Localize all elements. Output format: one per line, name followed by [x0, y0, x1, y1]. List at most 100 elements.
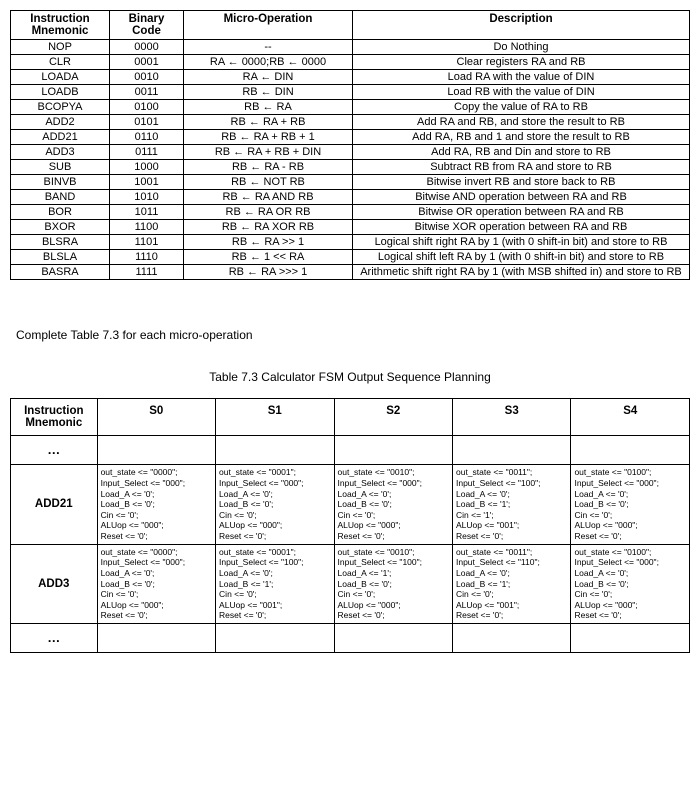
td-state-cell: out_state <= "0100";Input_Select <= "000… — [571, 465, 690, 544]
td-binary: 0111 — [110, 145, 184, 160]
td-state-cell: out_state <= "0001";Input_Select <= "100… — [216, 544, 334, 623]
td-description: Bitwise invert RB and store back to RB — [353, 175, 690, 190]
td-state-cell: out_state <= "0010";Input_Select <= "000… — [334, 465, 452, 544]
empty-cell — [452, 624, 570, 653]
td-microop: RB ← RA — [184, 100, 353, 115]
td-mnemonic: ADD3 — [11, 145, 110, 160]
table-row: BOR1011RB ← RA OR RBBitwise OR operation… — [11, 205, 690, 220]
td-microop: RB ← RA >> 1 — [184, 235, 353, 250]
table2-caption: Table 7.3 Calculator FSM Output Sequence… — [10, 370, 690, 384]
td-microop: RB ← RA AND RB — [184, 190, 353, 205]
ellipsis-cell: … — [11, 624, 98, 653]
table-row: BCOPYA0100RB ← RACopy the value of RA to… — [11, 100, 690, 115]
td-description: Arithmetic shift right RA by 1 (with MSB… — [353, 265, 690, 280]
td-state-cell: out_state <= "0011";Input_Select <= "100… — [452, 465, 570, 544]
empty-cell — [334, 624, 452, 653]
td-mnemonic: BCOPYA — [11, 100, 110, 115]
td-mnemonic: SUB — [11, 160, 110, 175]
empty-cell — [97, 624, 215, 653]
td-mnemonic: BLSLA — [11, 250, 110, 265]
td-binary: 1111 — [110, 265, 184, 280]
td-mnemonic: BOR — [11, 205, 110, 220]
th-binary: Binary Code — [110, 11, 184, 40]
table-row: LOADA0010RA ← DINLoad RA with the value … — [11, 70, 690, 85]
td-description: Add RA, RB and Din and store to RB — [353, 145, 690, 160]
td-description: Copy the value of RA to RB — [353, 100, 690, 115]
table-row: ADD3out_state <= "0000";Input_Select <= … — [11, 544, 690, 623]
td-description: Do Nothing — [353, 40, 690, 55]
td-description: Add RA and RB, and store the result to R… — [353, 115, 690, 130]
instruction-table: Instruction Mnemonic Binary Code Micro-O… — [10, 10, 690, 280]
td-binary: 1000 — [110, 160, 184, 175]
td-microop: RB ← RA >>> 1 — [184, 265, 353, 280]
td-microop: RB ← DIN — [184, 85, 353, 100]
td-mnemonic: BASRA — [11, 265, 110, 280]
td-mnemonic: ADD2 — [11, 115, 110, 130]
td-binary: 0000 — [110, 40, 184, 55]
td-microop: RB ← RA + RB + 1 — [184, 130, 353, 145]
td-state-cell: out_state <= "0100";Input_Select <= "000… — [571, 544, 690, 623]
td-state-cell: out_state <= "0000";Input_Select <= "000… — [97, 544, 215, 623]
empty-cell — [452, 436, 570, 465]
ellipsis-cell: … — [11, 436, 98, 465]
td-binary: 0110 — [110, 130, 184, 145]
table-row: ADD20101RB ← RA + RBAdd RA and RB, and s… — [11, 115, 690, 130]
table-row: BAND1010RB ← RA AND RBBitwise AND operat… — [11, 190, 690, 205]
td-description: Bitwise AND operation between RA and RB — [353, 190, 690, 205]
td-description: Clear registers RA and RB — [353, 55, 690, 70]
td-binary: 1110 — [110, 250, 184, 265]
td-mnemonic: BINVB — [11, 175, 110, 190]
td-description: Bitwise OR operation between RA and RB — [353, 205, 690, 220]
th-s1: S1 — [216, 399, 334, 436]
table-row: ADD30111RB ← RA + RB + DINAdd RA, RB and… — [11, 145, 690, 160]
th-s2: S2 — [334, 399, 452, 436]
table-row: ADD21out_state <= "0000";Input_Select <=… — [11, 465, 690, 544]
th-s4: S4 — [571, 399, 690, 436]
table-header-row: Instruction Mnemonic Binary Code Micro-O… — [11, 11, 690, 40]
td-mnemonic: BAND — [11, 190, 110, 205]
td-description: Subtract RB from RA and store to RB — [353, 160, 690, 175]
td-mnemonic: NOP — [11, 40, 110, 55]
td-description: Load RB with the value of DIN — [353, 85, 690, 100]
td-state-cell: out_state <= "0010";Input_Select <= "100… — [334, 544, 452, 623]
td-mnemonic: ADD21 — [11, 465, 98, 544]
table-row: CLR0001RA ← 0000;RB ← 0000Clear register… — [11, 55, 690, 70]
td-binary: 0011 — [110, 85, 184, 100]
table-row: ADD210110RB ← RA + RB + 1Add RA, RB and … — [11, 130, 690, 145]
td-microop: RB ← RA OR RB — [184, 205, 353, 220]
td-binary: 0010 — [110, 70, 184, 85]
td-description: Bitwise XOR operation between RA and RB — [353, 220, 690, 235]
th-s0: S0 — [97, 399, 215, 436]
table-row: BASRA1111RB ← RA >>> 1Arithmetic shift r… — [11, 265, 690, 280]
td-binary: 1010 — [110, 190, 184, 205]
td-state-cell: out_state <= "0001";Input_Select <= "000… — [216, 465, 334, 544]
table-header-row: Instruction Mnemonic S0 S1 S2 S3 S4 — [11, 399, 690, 436]
td-microop: RB ← RA + RB — [184, 115, 353, 130]
th-microop: Micro-Operation — [184, 11, 353, 40]
td-microop: RB ← RA XOR RB — [184, 220, 353, 235]
table-row: BLSLA1110RB ← 1 << RALogical shift left … — [11, 250, 690, 265]
td-binary: 1100 — [110, 220, 184, 235]
ellipsis-row: … — [11, 436, 690, 465]
table-row: LOADB0011RB ← DINLoad RB with the value … — [11, 85, 690, 100]
empty-cell — [216, 436, 334, 465]
td-mnemonic: BLSRA — [11, 235, 110, 250]
td-binary: 0001 — [110, 55, 184, 70]
td-mnemonic: BXOR — [11, 220, 110, 235]
td-binary: 1101 — [110, 235, 184, 250]
table-row: BXOR1100RB ← RA XOR RBBitwise XOR operat… — [11, 220, 690, 235]
th-mnemonic: Instruction Mnemonic — [11, 399, 98, 436]
td-description: Logical shift right RA by 1 (with 0 shif… — [353, 235, 690, 250]
td-microop: RA ← DIN — [184, 70, 353, 85]
td-mnemonic: ADD3 — [11, 544, 98, 623]
td-description: Load RA with the value of DIN — [353, 70, 690, 85]
empty-cell — [571, 436, 690, 465]
instruction-text: Complete Table 7.3 for each micro-operat… — [16, 328, 690, 342]
td-mnemonic: ADD21 — [11, 130, 110, 145]
td-microop: RB ← RA - RB — [184, 160, 353, 175]
td-state-cell: out_state <= "0000";Input_Select <= "000… — [97, 465, 215, 544]
fsm-table: Instruction Mnemonic S0 S1 S2 S3 S4 …ADD… — [10, 398, 690, 653]
table-row: NOP0000--Do Nothing — [11, 40, 690, 55]
td-binary: 1001 — [110, 175, 184, 190]
td-mnemonic: LOADA — [11, 70, 110, 85]
